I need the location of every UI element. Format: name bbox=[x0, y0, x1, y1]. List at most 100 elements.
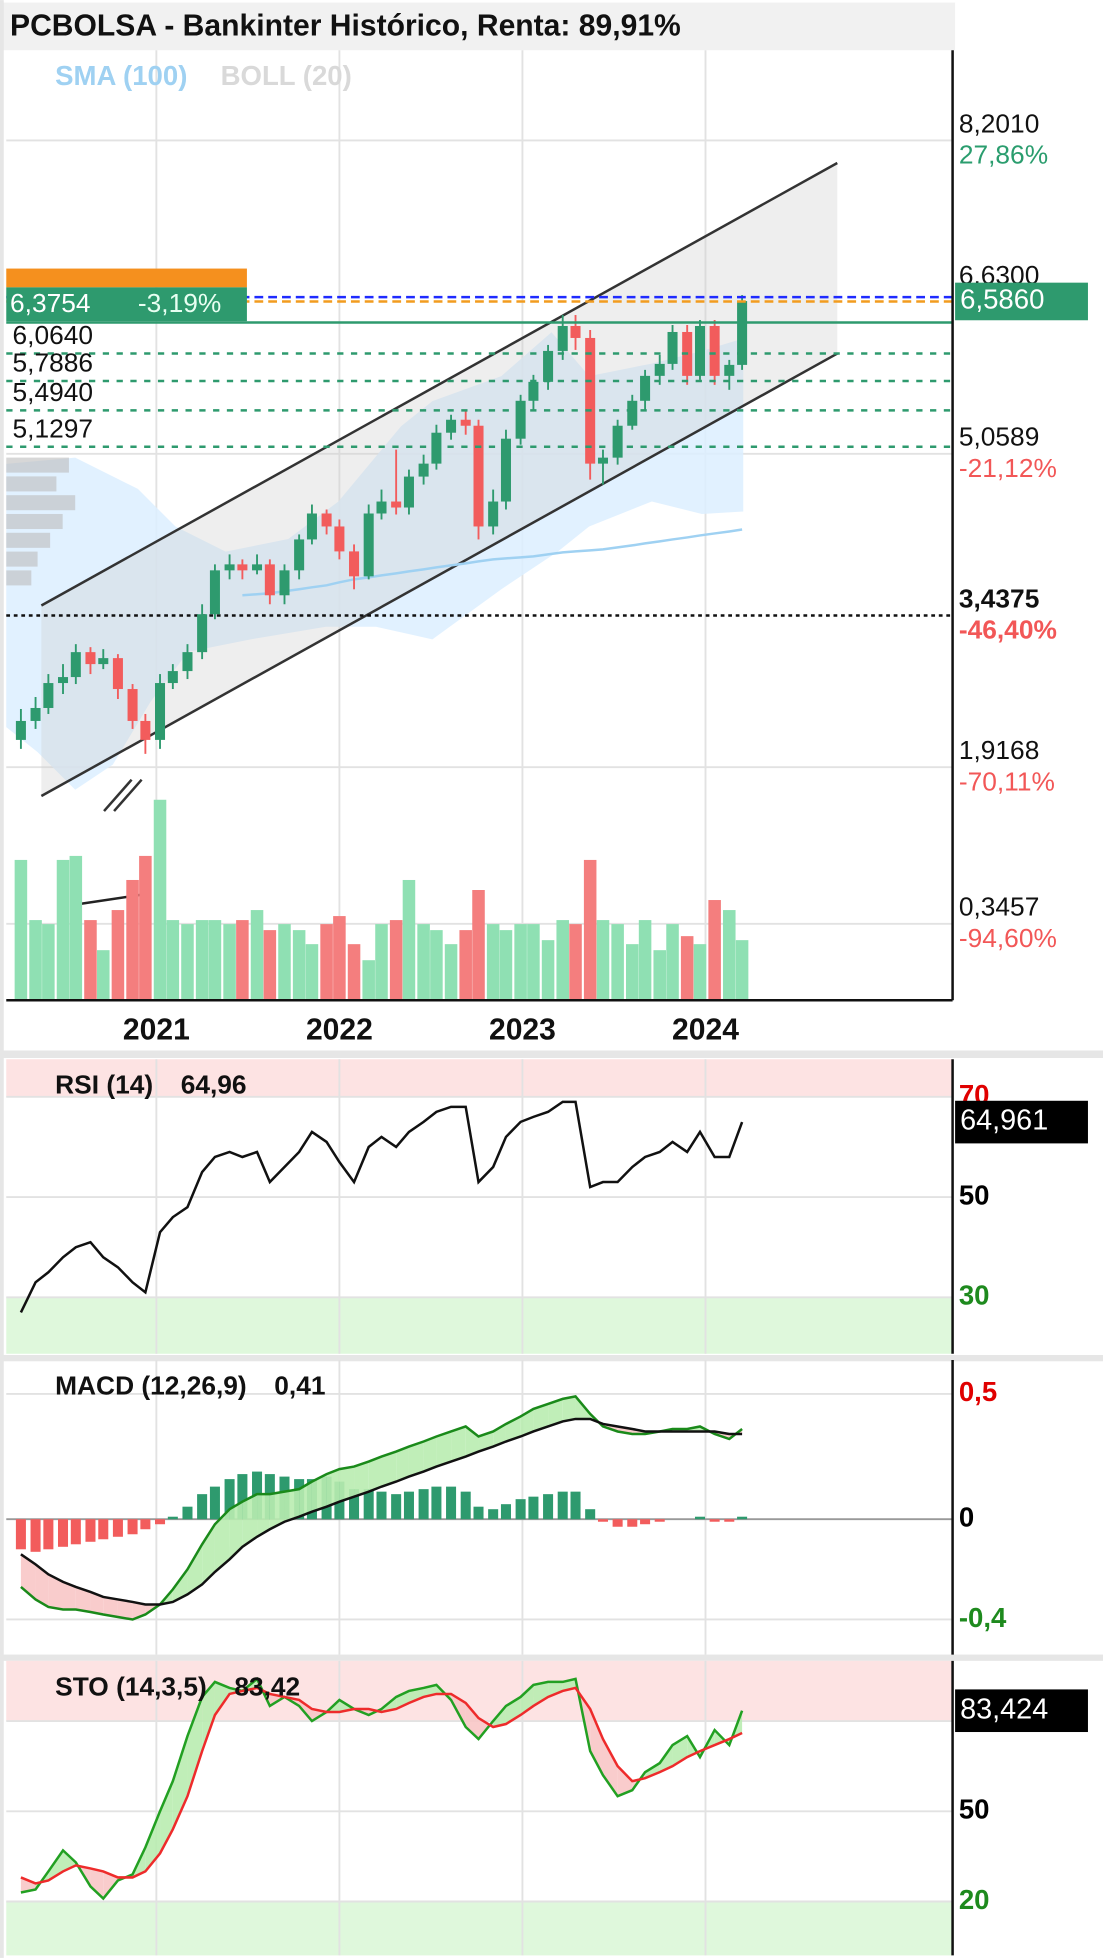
histogram-bar bbox=[182, 1506, 193, 1520]
candle-body bbox=[264, 564, 275, 596]
profile-bar bbox=[6, 457, 69, 473]
reference-change: -46,40% bbox=[959, 615, 1057, 645]
candle-body bbox=[140, 720, 151, 740]
cross-fill bbox=[533, 1403, 549, 1432]
cross-fill bbox=[451, 1426, 466, 1462]
candle-body bbox=[627, 400, 638, 426]
volume-bar bbox=[333, 916, 346, 1001]
volume-bar bbox=[626, 944, 639, 1001]
volume-bar bbox=[472, 890, 485, 1001]
volume-bar bbox=[208, 920, 222, 1001]
histogram-bar bbox=[446, 1486, 457, 1520]
candle-body bbox=[585, 337, 596, 464]
volume-bar bbox=[666, 924, 679, 1001]
cross-fill bbox=[505, 1696, 521, 1725]
reference-label: 3,4375 bbox=[959, 583, 1039, 613]
candle-body bbox=[363, 513, 374, 577]
candle-body bbox=[334, 526, 345, 552]
volume-bar bbox=[223, 924, 236, 1001]
volume-bar bbox=[56, 859, 70, 1001]
cross-fill bbox=[63, 1581, 76, 1610]
volume-profile bbox=[6, 457, 76, 586]
cross-fill bbox=[90, 1868, 104, 1899]
volume-bar bbox=[583, 859, 597, 1001]
cross-fill bbox=[117, 1599, 133, 1620]
volume-bar bbox=[181, 924, 194, 1001]
indicator-line bbox=[20, 1417, 743, 1606]
candle-body bbox=[391, 501, 402, 508]
histogram-bar bbox=[709, 1519, 720, 1522]
candle-body bbox=[237, 564, 248, 571]
volume-bar bbox=[84, 920, 97, 1001]
candle-body bbox=[57, 677, 69, 684]
y-tick-change: -70,11% bbox=[959, 766, 1055, 796]
oversold-zone bbox=[6, 1297, 953, 1354]
histogram-bar bbox=[224, 1479, 235, 1520]
cross-fill bbox=[436, 1431, 452, 1467]
volume-bar bbox=[292, 930, 306, 1001]
volume-bar bbox=[499, 930, 513, 1001]
price-change: -3,19% bbox=[138, 288, 221, 318]
profile-bar bbox=[6, 513, 63, 530]
volume-bar bbox=[69, 855, 83, 1001]
y-tick-label: 0,5 bbox=[959, 1376, 997, 1407]
cross-fill bbox=[408, 1687, 424, 1703]
candle-body bbox=[43, 683, 54, 708]
indicator-line bbox=[20, 1676, 744, 1901]
legend-entry: BOLL (20) bbox=[221, 60, 352, 91]
histogram-bar bbox=[473, 1506, 484, 1520]
overbought-zone bbox=[6, 1059, 953, 1097]
y-tick-label: 5,0589 bbox=[959, 422, 1039, 452]
volume-bar bbox=[541, 940, 555, 1001]
indicator-label: RSI (14) bbox=[55, 1070, 153, 1100]
cross-fill bbox=[269, 1491, 285, 1530]
candle-body bbox=[155, 683, 166, 740]
price-label: 6,5860 bbox=[960, 284, 1044, 315]
value-box bbox=[955, 1100, 1088, 1144]
candle-body bbox=[570, 325, 581, 338]
histogram-bar bbox=[209, 1486, 220, 1520]
candle-body bbox=[460, 419, 471, 426]
histogram-bar bbox=[570, 1491, 581, 1520]
candle-body bbox=[98, 658, 109, 665]
cross-fill bbox=[214, 1509, 230, 1572]
cross-fill bbox=[90, 1591, 104, 1615]
volume-bar bbox=[735, 940, 749, 1001]
histogram-bar bbox=[724, 1519, 735, 1522]
cross-fill bbox=[187, 1544, 203, 1595]
profile-bar bbox=[6, 570, 32, 586]
cross-fill bbox=[396, 1446, 409, 1482]
price-label: 5,7886 bbox=[13, 348, 93, 378]
candle-body bbox=[279, 570, 290, 596]
candle-body bbox=[85, 652, 96, 665]
candle-body bbox=[197, 614, 208, 653]
cross-fill bbox=[602, 1739, 618, 1797]
histogram-bar bbox=[737, 1516, 748, 1520]
histogram-bar bbox=[418, 1489, 429, 1520]
volume-bar bbox=[486, 924, 500, 1001]
candle-body bbox=[376, 501, 387, 514]
value-box-label: 64,961 bbox=[960, 1105, 1048, 1137]
candle-body bbox=[557, 325, 568, 351]
volume-bar bbox=[514, 924, 527, 1001]
volume-bar bbox=[653, 950, 666, 1001]
histogram-bar bbox=[528, 1496, 539, 1520]
legend-entry: SMA (100) bbox=[55, 60, 187, 91]
volume-bar bbox=[417, 924, 430, 1001]
price-label: 6,0640 bbox=[13, 320, 93, 350]
value-box bbox=[955, 1689, 1088, 1733]
candle-body bbox=[709, 325, 720, 376]
price-label: 5,1297 bbox=[13, 413, 93, 443]
overbought-zone bbox=[6, 1660, 953, 1722]
volume-bar bbox=[459, 930, 472, 1001]
cross-fill bbox=[48, 1574, 64, 1610]
histogram-bar bbox=[612, 1519, 623, 1527]
cross-fill bbox=[408, 1441, 424, 1477]
volume-bar bbox=[29, 920, 42, 1001]
candle-body bbox=[321, 513, 332, 527]
candle-body bbox=[209, 570, 220, 615]
cross-fill bbox=[659, 1745, 673, 1773]
cross-fill bbox=[299, 1481, 312, 1517]
candle-body bbox=[488, 501, 499, 527]
